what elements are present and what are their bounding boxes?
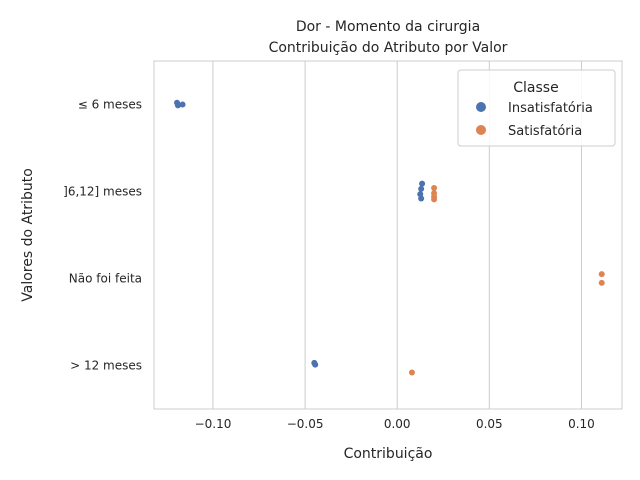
data-point-satisfatoria — [408, 369, 415, 376]
data-point-insatisfatoria — [419, 180, 426, 187]
data-point-satisfatoria — [431, 196, 438, 203]
data-point-satisfatoria — [598, 279, 605, 286]
data-point-satisfatoria — [598, 271, 605, 278]
data-point-satisfatoria — [431, 185, 438, 192]
legend: Classe Insatisfatória Satisfatória — [457, 69, 616, 147]
plot-frame — [153, 60, 623, 410]
x-axis-label: Contribuição — [344, 446, 433, 462]
x-tick-label: 0.05 — [476, 417, 503, 431]
legend-label-satisfatoria: Satisfatória — [508, 124, 582, 139]
y-axis-label: Valores do Atributo — [20, 168, 36, 302]
data-points — [174, 99, 605, 376]
legend-title: Classe — [513, 80, 558, 96]
legend-box — [457, 69, 616, 147]
y-tick-label: > 12 meses — [70, 359, 142, 373]
data-point-insatisfatoria — [418, 195, 425, 202]
chart-title: Dor - Momento da cirurgia — [296, 19, 480, 35]
data-point-insatisfatoria — [179, 101, 186, 108]
y-tick-label: ]6,12] meses — [63, 185, 142, 199]
x-tick-label: 0.00 — [384, 417, 411, 431]
data-point-insatisfatoria — [174, 102, 181, 109]
y-tick-labels: ≤ 6 meses ]6,12] meses Não foi feita > 12 m… — [63, 98, 142, 373]
legend-label-insatisfatoria: Insatisfatória — [508, 101, 593, 116]
data-point-insatisfatoria — [418, 185, 425, 192]
y-tick-label: Não foi feita — [69, 272, 142, 286]
x-tick-label: 0.10 — [568, 417, 595, 431]
data-point-insatisfatoria — [312, 361, 319, 368]
legend-marker-insatisfatoria — [476, 102, 486, 112]
chart-subtitle: Contribuição do Atributo por Valor — [269, 40, 508, 56]
x-tick-label: −0.10 — [195, 417, 232, 431]
legend-marker-satisfatoria — [476, 125, 486, 135]
x-tick-labels: −0.10 −0.05 0.00 0.05 0.10 — [195, 417, 595, 431]
x-tick-label: −0.05 — [287, 417, 324, 431]
y-tick-label: ≤ 6 meses — [78, 98, 142, 112]
